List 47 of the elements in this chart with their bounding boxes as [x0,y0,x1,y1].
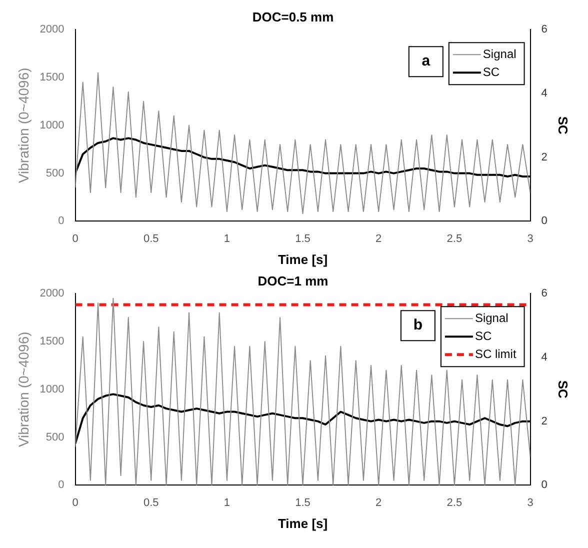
y2-tick-label: 0 [541,215,548,228]
y-tick-label: 1000 [40,383,64,396]
legend-label: SC limit [474,346,517,361]
x-axis-title: Time [s] [278,252,328,267]
y2-tick-label: 6 [541,24,548,36]
x-tick-label: 0.5 [143,496,159,509]
y-tick-label: 1000 [40,119,64,132]
annotation: a [422,52,431,70]
x-tick-label: 1 [224,496,230,509]
x-tick-label: 1.5 [295,232,310,245]
x-tick-label: 0.5 [143,232,159,245]
y-tick-label: 500 [46,167,64,180]
x-tick-label: 1 [224,232,230,245]
x-tick-label: 2.5 [446,496,462,509]
x-tick-label: 3 [527,496,534,509]
x-tick-label: 1.5 [295,496,310,509]
y2-tick-label: 0 [541,479,548,492]
y2-tick-label: 4 [541,88,548,100]
chart-title: DOC=0.5 mm [252,9,334,24]
x-tick-label: 2 [376,496,382,509]
x-axis-title: Time [s] [278,516,328,531]
y-tick-label: 0 [58,479,64,492]
x-tick-label: 0 [72,232,78,245]
legend-label: Signal [482,46,516,61]
y-tick-label: 2000 [40,24,64,36]
y2-tick-label: 2 [541,151,548,164]
x-tick-label: 2.5 [446,232,462,245]
y-axis-title: Vibration (0~4096) [15,332,32,448]
y-tick-label: 1500 [40,72,64,84]
y2-axis-title: SC [556,380,571,400]
x-tick-label: 2 [376,232,382,245]
chart-title: DOC=1 mm [258,273,328,288]
x-tick-label: 3 [527,232,534,245]
annotation: b [413,316,423,334]
y2-tick-label: 4 [541,352,548,364]
y-tick-label: 2000 [40,288,64,300]
x-tick-label: 0 [72,496,78,509]
y-axis-title: Vibration (0~4096) [15,68,32,184]
y2-tick-label: 2 [541,415,548,428]
legend-label: SC [474,328,492,343]
y2-axis-title: SC [556,116,571,136]
y-tick-label: 0 [58,215,64,228]
y-tick-label: 1500 [40,336,64,348]
legend-label: Signal [474,310,508,325]
y-tick-label: 500 [46,431,64,444]
y2-tick-label: 6 [541,288,548,300]
legend-label: SC [482,64,500,79]
